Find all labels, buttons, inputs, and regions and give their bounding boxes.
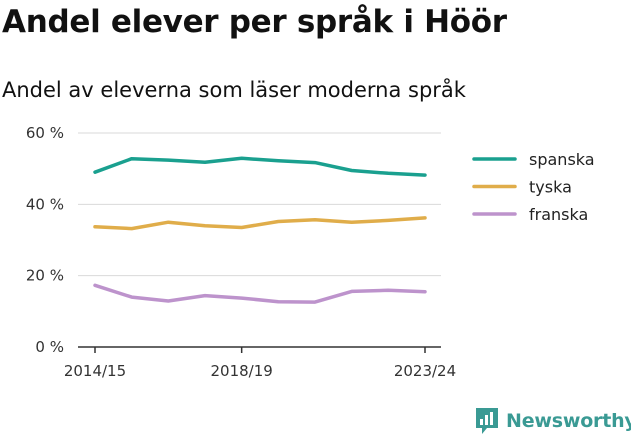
series-line-spanska (93, 156, 427, 177)
y-tick-label: 60 % (26, 124, 64, 142)
chart-subtitle: Andel av eleverna som läser moderna språ… (2, 78, 466, 102)
x-tick-label: 2018/19 (211, 362, 273, 380)
line-chart: 0 % 20 % 40 % 60 % 2014/15 2018/19 2023/24 sp… (26, 124, 595, 380)
legend: spanska tyska franska (472, 150, 595, 224)
x-axis: 2014/15 2018/19 2023/24 (64, 346, 456, 380)
x-tick-label: 2014/15 (64, 362, 126, 380)
y-tick-label: 40 % (26, 195, 64, 213)
legend-label-spanska: spanska (529, 150, 595, 169)
series-lines (93, 156, 427, 304)
series-line-tyska (93, 216, 427, 231)
y-tick-label: 20 % (26, 267, 64, 285)
y-axis-ticks: 0 % 20 % 40 % 60 % (26, 124, 64, 356)
newsworthy-logo-text: Newsworthy (506, 410, 631, 432)
x-tick-label: 2023/24 (394, 362, 456, 380)
gridlines (78, 132, 441, 277)
legend-label-franska: franska (529, 205, 588, 224)
newsworthy-logo-icon (476, 408, 498, 434)
chart-title: Andel elever per språk i Höör (2, 4, 507, 40)
newsworthy-logo: Newsworthy (474, 406, 631, 436)
legend-label-tyska: tyska (529, 178, 572, 197)
series-line-franska (93, 283, 427, 304)
y-tick-label: 0 % (35, 338, 64, 356)
